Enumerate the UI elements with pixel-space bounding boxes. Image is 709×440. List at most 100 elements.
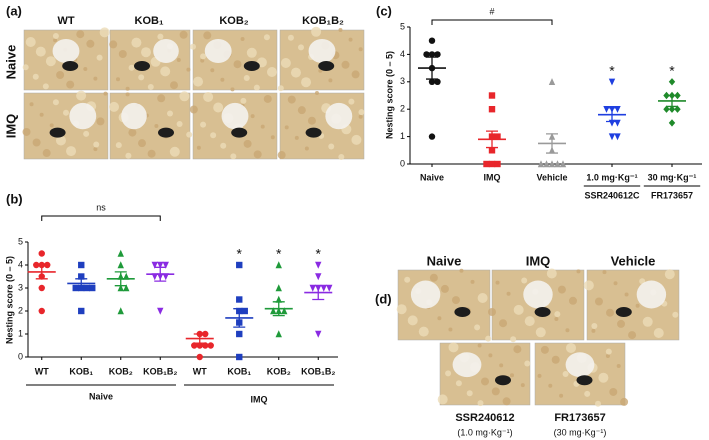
- group-label: FR173657: [651, 190, 693, 200]
- bedding: [510, 373, 514, 378]
- data-point: [236, 261, 243, 269]
- bedding: [176, 58, 181, 62]
- nest-material: [452, 352, 482, 378]
- bedding: [160, 66, 171, 77]
- bedding: [96, 54, 103, 61]
- bedding: [635, 303, 640, 308]
- significance-bracket: [431, 19, 553, 25]
- bedding: [551, 355, 560, 364]
- data-point: [236, 353, 243, 361]
- caption: SSR240612: [455, 412, 514, 424]
- bedding: [167, 110, 173, 117]
- bedding: [53, 38, 58, 43]
- bedding: [609, 387, 618, 396]
- bedding: [557, 285, 566, 294]
- x-tick-label: KOB₂: [267, 366, 291, 376]
- data-point: [315, 273, 322, 281]
- y-axis-label: Nesting score (0 – 5): [384, 51, 394, 139]
- caption-dose: (1.0 mg·Kg⁻¹): [457, 427, 512, 437]
- bedding: [562, 371, 569, 377]
- y-tick-label: 0: [400, 158, 405, 168]
- nest-material: [69, 102, 97, 130]
- bedding: [83, 130, 90, 137]
- bedding: [138, 74, 145, 81]
- bedding: [506, 291, 511, 296]
- mouse: [454, 307, 471, 317]
- bedding: [246, 47, 257, 58]
- bedding: [263, 94, 272, 103]
- data-point: [196, 342, 203, 349]
- bedding: [125, 92, 130, 97]
- bracket-label: ns: [96, 202, 106, 212]
- bedding: [240, 97, 247, 104]
- bedding: [455, 380, 462, 387]
- data-point: [423, 51, 430, 58]
- data-point: [554, 160, 561, 168]
- bedding: [488, 353, 493, 358]
- x-tick-label: KOB₁B₂: [301, 366, 335, 376]
- x-tick-label: KOB₁: [69, 366, 93, 376]
- bedding: [39, 112, 44, 117]
- bedding: [499, 319, 508, 328]
- nest-material: [636, 280, 667, 309]
- data-point: [38, 250, 45, 257]
- data-point: [117, 261, 124, 269]
- data-point: [494, 160, 501, 168]
- data-point: [191, 342, 198, 349]
- bedding: [290, 67, 301, 78]
- column-header: WT: [57, 15, 74, 27]
- mouse: [158, 127, 174, 138]
- error-bar: [666, 94, 678, 108]
- bedding: [338, 28, 343, 32]
- bedding: [466, 390, 473, 397]
- bedding: [118, 50, 127, 58]
- row-header: Naive: [3, 45, 18, 80]
- data-point: [78, 273, 85, 280]
- data-point: [614, 106, 621, 113]
- bedding: [56, 71, 65, 79]
- column-header: IMQ: [526, 253, 551, 268]
- data-point: [157, 307, 164, 315]
- bedding: [189, 105, 198, 114]
- bedding: [474, 324, 481, 331]
- bedding: [341, 60, 350, 69]
- data-point: [117, 249, 124, 257]
- significance-marker: *: [276, 246, 282, 262]
- bedding: [179, 91, 190, 102]
- bedding: [260, 124, 265, 129]
- bedding: [301, 77, 312, 88]
- bedding: [157, 33, 164, 40]
- bedding: [203, 91, 214, 102]
- caption-dose: (30 mg·Kg⁻¹): [554, 427, 607, 437]
- data-point: [494, 133, 501, 140]
- bedding: [200, 121, 207, 128]
- bedding: [642, 316, 653, 327]
- bedding: [125, 86, 130, 91]
- mouse: [576, 375, 593, 386]
- bedding: [277, 151, 286, 160]
- data-point: [559, 160, 567, 168]
- data-point: [483, 160, 490, 168]
- bedding: [606, 308, 614, 317]
- bedding: [546, 268, 557, 279]
- bedding: [477, 293, 488, 303]
- bedding: [45, 56, 56, 67]
- bedding: [448, 342, 459, 353]
- data-point: [309, 284, 316, 292]
- data-point: [275, 295, 282, 303]
- bedding: [440, 284, 449, 293]
- panel-label: (a): [6, 3, 22, 18]
- significance-marker: *: [237, 246, 243, 262]
- mouse: [615, 307, 632, 317]
- bedding: [179, 30, 188, 39]
- y-tick-label: 4: [18, 259, 23, 269]
- data-point: [162, 261, 169, 269]
- y-tick-label: 3: [400, 76, 405, 86]
- y-tick-label: 5: [18, 236, 23, 246]
- data-point: [434, 78, 441, 86]
- data-point: [548, 78, 556, 85]
- mouse: [534, 307, 551, 317]
- bedding: [200, 58, 205, 63]
- bedding: [210, 68, 215, 73]
- bedding: [495, 280, 500, 285]
